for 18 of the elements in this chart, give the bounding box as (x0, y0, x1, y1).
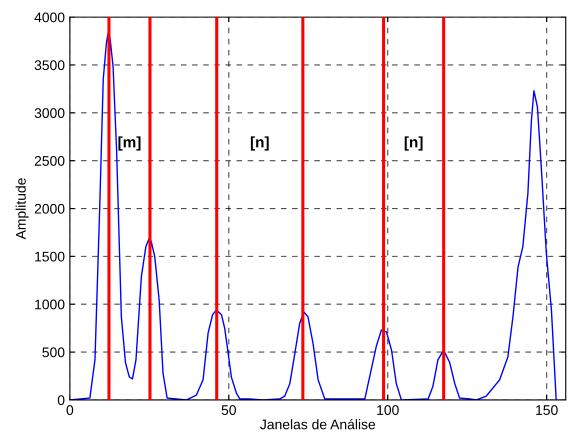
annotation: [m] (118, 136, 140, 151)
y-tick-label: 0 (58, 395, 64, 406)
y-tick-label: 2500 (34, 156, 64, 166)
y-tick-label: 2000 (34, 204, 64, 214)
x-tick-label: 50 (222, 405, 236, 415)
annotation: [n] (404, 136, 423, 151)
y-tick-label: 500 (42, 347, 64, 358)
y-tick-label: 1500 (35, 252, 64, 262)
x-tick-label: 0 (66, 405, 74, 415)
x-tick-label: 100 (377, 405, 399, 415)
y-axis-title: Amplitude (16, 178, 29, 240)
y-tick-label: 3000 (34, 108, 64, 118)
x-axis-title: Janelas de Análise (260, 418, 376, 430)
annotation: [n] (250, 136, 269, 151)
x-tick-label: 150 (536, 405, 558, 415)
y-tick-label: 4000 (34, 12, 64, 22)
y-tick-label: 3500 (34, 60, 64, 70)
y-tick-label: 1000 (35, 300, 64, 310)
